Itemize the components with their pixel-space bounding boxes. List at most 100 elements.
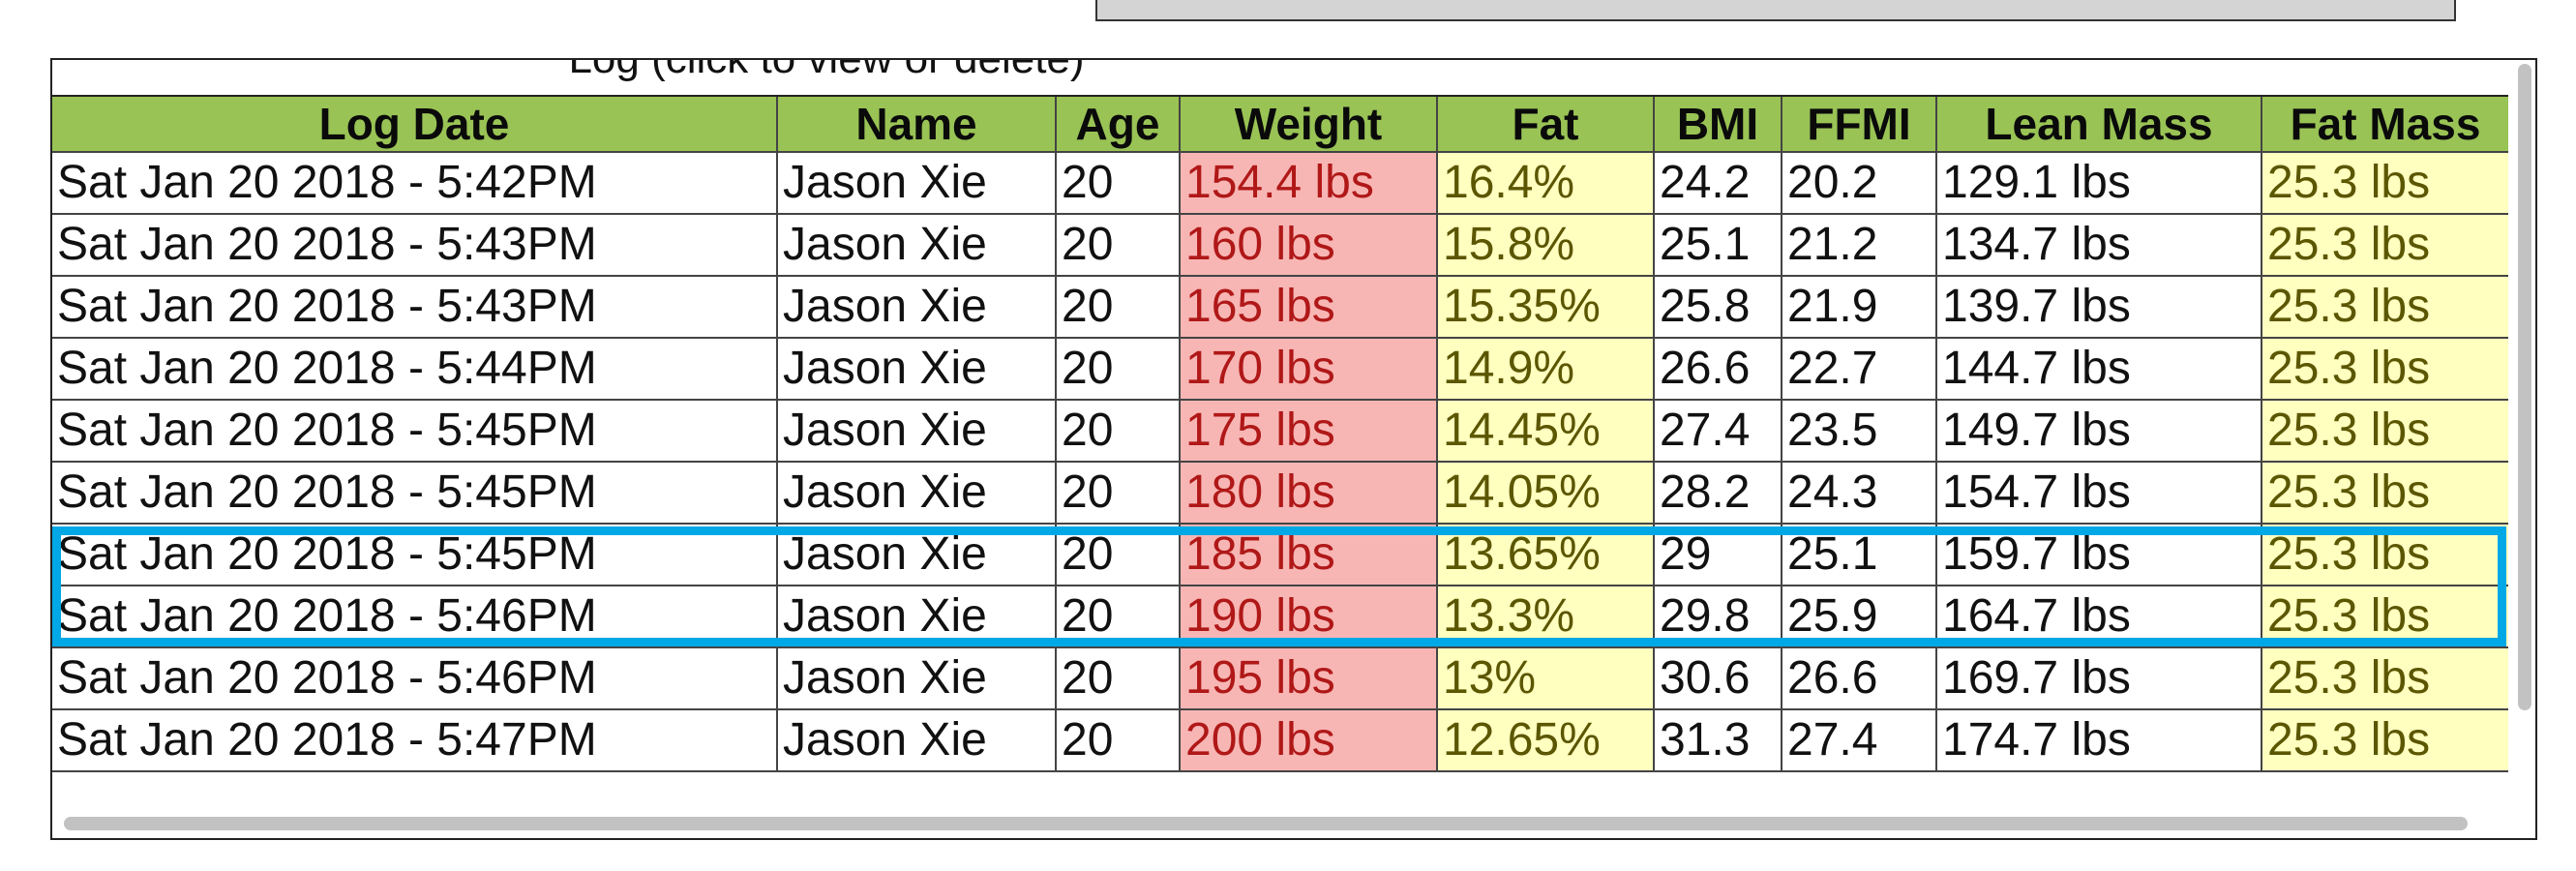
cell-log-date: Sat Jan 20 2018 - 5:43PM	[52, 215, 778, 275]
cell-bmi: 27.4	[1655, 401, 1782, 461]
cell-weight: 180 lbs	[1181, 463, 1438, 523]
cell-lean-mass: 169.7 lbs	[1937, 648, 2262, 708]
table-body: Sat Jan 20 2018 - 5:42PM Jason Xie 20 154.4…	[52, 153, 2508, 772]
cell-lean-mass: 144.7 lbs	[1937, 339, 2262, 399]
cell-fat-mass: 25.3 lbs	[2262, 401, 2508, 461]
cell-log-date: Sat Jan 20 2018 - 5:43PM	[52, 277, 778, 337]
cell-ffmi: 21.2	[1782, 215, 1937, 275]
cell-weight: 170 lbs	[1181, 339, 1438, 399]
cell-age: 20	[1057, 710, 1181, 770]
column-header-ffmi[interactable]: FFMI	[1782, 97, 1937, 151]
vertical-scrollbar[interactable]	[2514, 64, 2533, 761]
cell-bmi: 31.3	[1655, 710, 1782, 770]
cell-weight: 185 lbs	[1181, 525, 1438, 585]
cell-ffmi: 23.5	[1782, 401, 1937, 461]
column-header-lean-mass[interactable]: Lean Mass	[1937, 97, 2262, 151]
cell-ffmi: 22.7	[1782, 339, 1937, 399]
cell-name: Jason Xie	[778, 153, 1057, 213]
cell-lean-mass: 129.1 lbs	[1937, 153, 2262, 213]
cell-log-date: Sat Jan 20 2018 - 5:46PM	[52, 648, 778, 708]
cell-name: Jason Xie	[778, 339, 1057, 399]
cell-fat: 13.65%	[1438, 525, 1655, 585]
cell-name: Jason Xie	[778, 710, 1057, 770]
column-header-log-date[interactable]: Log Date	[52, 97, 778, 151]
cell-lean-mass: 134.7 lbs	[1937, 215, 2262, 275]
cell-weight: 195 lbs	[1181, 648, 1438, 708]
horizontal-scrollbar-thumb[interactable]	[64, 817, 2468, 830]
cell-fat: 14.45%	[1438, 401, 1655, 461]
cell-age: 20	[1057, 648, 1181, 708]
table-row[interactable]: Sat Jan 20 2018 - 5:43PM Jason Xie 20 165 l…	[52, 277, 2508, 339]
log-table: Log Date Name Age Weight Fat BMI FFMI Le…	[52, 95, 2508, 772]
table-row[interactable]: Sat Jan 20 2018 - 5:43PM Jason Xie 20 160 l…	[52, 215, 2508, 277]
cell-name: Jason Xie	[778, 586, 1057, 646]
cell-log-date: Sat Jan 20 2018 - 5:46PM	[52, 586, 778, 646]
cell-bmi: 28.2	[1655, 463, 1782, 523]
horizontal-scrollbar[interactable]	[56, 813, 2514, 832]
cell-lean-mass: 174.7 lbs	[1937, 710, 2262, 770]
cell-ffmi: 25.9	[1782, 586, 1937, 646]
cell-fat-mass: 25.3 lbs	[2262, 215, 2508, 275]
cell-fat-mass: 25.3 lbs	[2262, 525, 2508, 585]
cell-ffmi: 27.4	[1782, 710, 1937, 770]
column-header-age[interactable]: Age	[1057, 97, 1181, 151]
log-panel: Log (click to view or delete) Log Date N…	[50, 58, 2537, 840]
cell-age: 20	[1057, 339, 1181, 399]
cell-fat: 12.65%	[1438, 710, 1655, 770]
table-row[interactable]: Sat Jan 20 2018 - 5:46PM Jason Xie 20 190 l…	[52, 586, 2508, 648]
cell-weight: 154.4 lbs	[1181, 153, 1438, 213]
top-input-field[interactable]	[1095, 0, 2456, 21]
cell-fat-mass: 25.3 lbs	[2262, 586, 2508, 646]
table-row[interactable]: Sat Jan 20 2018 - 5:42PM Jason Xie 20 154.4…	[52, 153, 2508, 215]
cell-lean-mass: 139.7 lbs	[1937, 277, 2262, 337]
cell-name: Jason Xie	[778, 648, 1057, 708]
cell-name: Jason Xie	[778, 463, 1057, 523]
cell-age: 20	[1057, 153, 1181, 213]
table-row[interactable]: Sat Jan 20 2018 - 5:45PM Jason Xie 20 180 l…	[52, 463, 2508, 525]
table-row[interactable]: Sat Jan 20 2018 - 5:45PM Jason Xie 20 185 l…	[52, 525, 2508, 586]
table-row[interactable]: Sat Jan 20 2018 - 5:47PM Jason Xie 20 200 l…	[52, 710, 2508, 772]
cell-bmi: 25.8	[1655, 277, 1782, 337]
cell-fat-mass: 25.3 lbs	[2262, 710, 2508, 770]
cell-ffmi: 21.9	[1782, 277, 1937, 337]
cell-fat-mass: 25.3 lbs	[2262, 339, 2508, 399]
cell-age: 20	[1057, 525, 1181, 585]
cell-fat: 15.8%	[1438, 215, 1655, 275]
cell-bmi: 29	[1655, 525, 1782, 585]
column-header-bmi[interactable]: BMI	[1655, 97, 1782, 151]
cell-fat-mass: 25.3 lbs	[2262, 277, 2508, 337]
cell-bmi: 25.1	[1655, 215, 1782, 275]
cell-name: Jason Xie	[778, 215, 1057, 275]
cell-log-date: Sat Jan 20 2018 - 5:47PM	[52, 710, 778, 770]
column-header-name[interactable]: Name	[778, 97, 1057, 151]
cell-name: Jason Xie	[778, 277, 1057, 337]
cell-fat: 14.9%	[1438, 339, 1655, 399]
column-header-fat-mass[interactable]: Fat Mass	[2290, 99, 2481, 149]
cell-log-date: Sat Jan 20 2018 - 5:42PM	[52, 153, 778, 213]
cell-age: 20	[1057, 463, 1181, 523]
cell-ffmi: 24.3	[1782, 463, 1937, 523]
cell-weight: 165 lbs	[1181, 277, 1438, 337]
column-header-fat[interactable]: Fat	[1438, 97, 1655, 151]
log-caption: Log (click to view or delete)	[568, 58, 1085, 82]
cell-fat-mass: 25.3 lbs	[2262, 463, 2508, 523]
cell-weight: 175 lbs	[1181, 401, 1438, 461]
cell-log-date: Sat Jan 20 2018 - 5:44PM	[52, 339, 778, 399]
cell-lean-mass: 149.7 lbs	[1937, 401, 2262, 461]
cell-weight: 190 lbs	[1181, 586, 1438, 646]
cell-age: 20	[1057, 277, 1181, 337]
vertical-scrollbar-thumb[interactable]	[2518, 64, 2531, 710]
table-row[interactable]: Sat Jan 20 2018 - 5:44PM Jason Xie 20 170 l…	[52, 339, 2508, 401]
column-header-weight[interactable]: Weight	[1181, 97, 1438, 151]
cell-log-date: Sat Jan 20 2018 - 5:45PM	[52, 525, 778, 585]
cell-lean-mass: 164.7 lbs	[1937, 586, 2262, 646]
cell-weight: 160 lbs	[1181, 215, 1438, 275]
table-row[interactable]: Sat Jan 20 2018 - 5:45PM Jason Xie 20 175 l…	[52, 401, 2508, 463]
cell-fat: 16.4%	[1438, 153, 1655, 213]
cell-fat-mass: 25.3 lbs	[2262, 153, 2508, 213]
cell-fat: 14.05%	[1438, 463, 1655, 523]
cell-ffmi: 20.2	[1782, 153, 1937, 213]
table-row[interactable]: Sat Jan 20 2018 - 5:46PM Jason Xie 20 195 l…	[52, 648, 2508, 710]
cell-bmi: 24.2	[1655, 153, 1782, 213]
cell-name: Jason Xie	[778, 401, 1057, 461]
